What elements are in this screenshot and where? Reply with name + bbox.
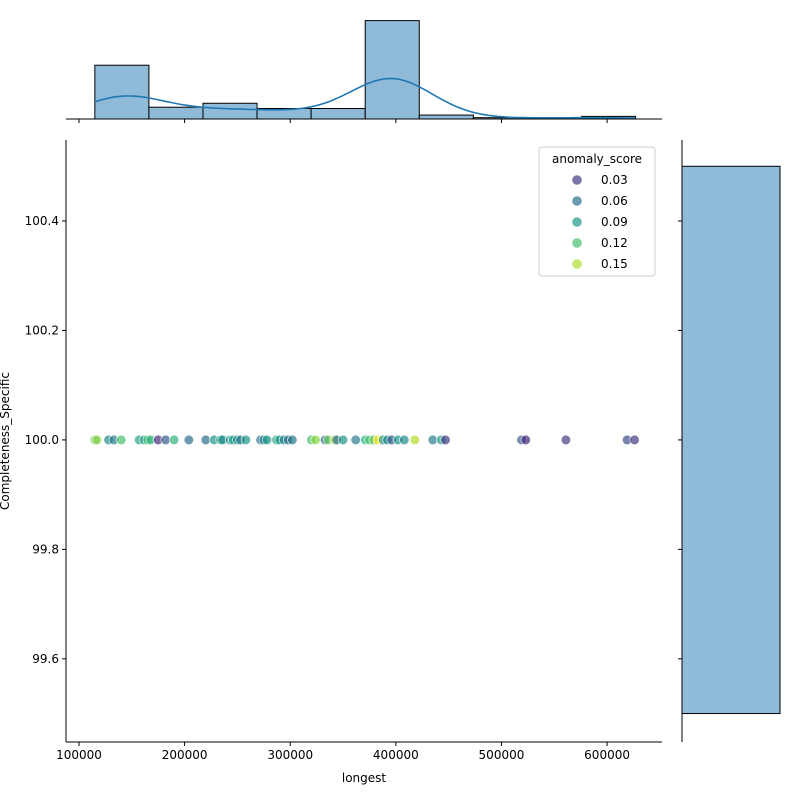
kde-line — [94, 77, 636, 119]
histogram-bar — [94, 64, 150, 120]
scatter-point — [409, 434, 420, 446]
scatter-point — [337, 434, 349, 446]
legend-label: 0.09 — [601, 215, 628, 229]
marginal-x-histogram — [66, 20, 662, 123]
y-axis-label: Completeness_Specific — [0, 372, 12, 510]
scatter-point — [399, 434, 410, 446]
scatter-point — [520, 434, 531, 446]
legend-title: anomaly_score — [552, 152, 642, 166]
x-tick-label: 500000 — [479, 748, 525, 762]
scatter-point — [310, 434, 321, 446]
x-tick-label: 600000 — [584, 748, 630, 762]
x-tick-label: 200000 — [162, 748, 208, 762]
scatter-point — [261, 434, 273, 446]
marginal-y-histogram — [678, 140, 781, 742]
y-tick-label: 100.4 — [25, 214, 59, 228]
histogram-bar — [418, 114, 474, 120]
legend-marker — [572, 196, 582, 206]
legend-frame — [538, 146, 656, 277]
x-tick-label: 400000 — [373, 748, 419, 762]
histogram-bar — [364, 20, 420, 120]
axes-frame: 100000 200000 300000 400000 500000 600000 99.6… — [25, 140, 662, 762]
legend-label: 0.03 — [601, 173, 628, 187]
y-tick-label: 99.6 — [32, 652, 59, 666]
scatter-point — [91, 434, 103, 446]
scatter-point — [287, 434, 298, 446]
scatter-point — [560, 434, 571, 446]
scatter-point — [116, 434, 127, 446]
scatter-point — [629, 434, 640, 446]
legend-marker — [572, 259, 582, 269]
scatter-point — [440, 434, 451, 446]
legend-marker — [572, 238, 582, 248]
legend-marker — [572, 217, 582, 227]
legend-label: 0.12 — [601, 236, 628, 250]
scatter-points — [89, 434, 640, 446]
histogram-bar — [681, 165, 781, 715]
legend-marker — [572, 175, 582, 185]
histogram-bar — [310, 108, 366, 120]
histogram-bar — [202, 102, 258, 120]
x-tick-label: 300000 — [267, 748, 313, 762]
y-tick-label: 99.8 — [32, 542, 59, 556]
y-tick-label: 100.0 — [25, 433, 59, 447]
x-axis-label: longest — [342, 771, 387, 785]
histogram-bar — [148, 106, 204, 120]
scatter-point — [350, 434, 361, 446]
legend-label: 0.06 — [601, 194, 628, 208]
scatter-point — [168, 434, 180, 446]
legend: anomaly_score 0.03 0.06 0.09 0.12 0.15 — [538, 146, 656, 277]
scatter-point — [183, 434, 194, 446]
legend-label: 0.15 — [601, 257, 628, 271]
x-tick-label: 100000 — [56, 748, 102, 762]
scatter-point — [240, 434, 251, 446]
y-tick-label: 100.2 — [25, 323, 59, 337]
